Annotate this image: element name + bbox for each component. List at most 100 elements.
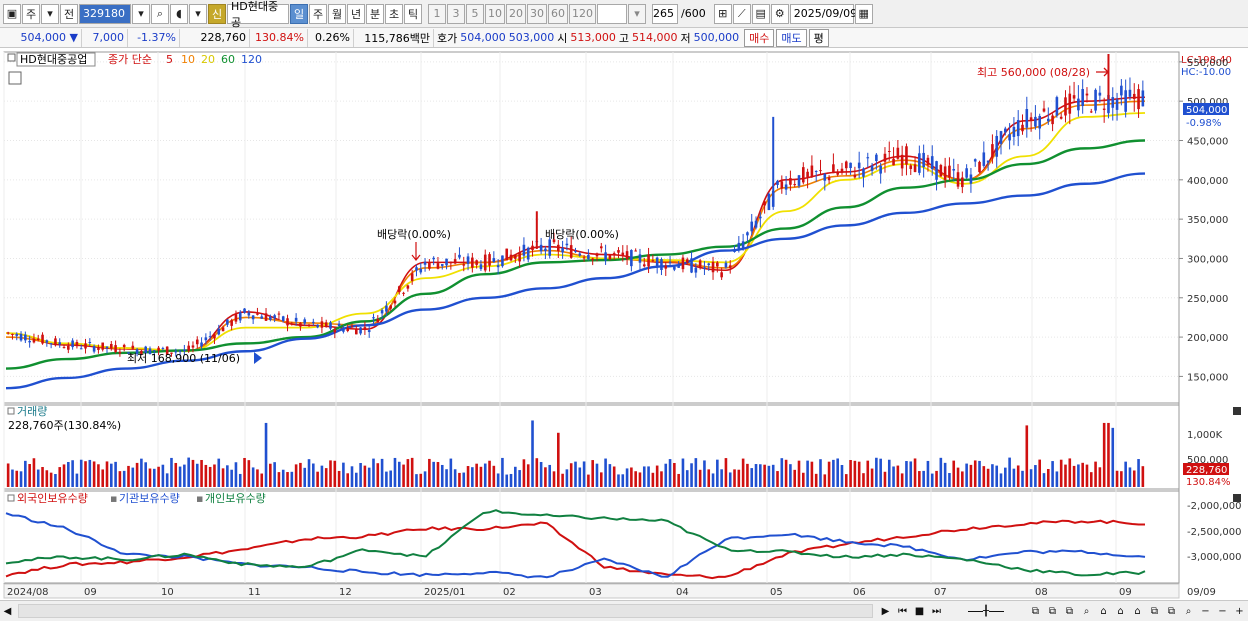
price-tick-label: 500,000 xyxy=(1187,97,1228,108)
tool-5-icon[interactable]: ⧉ xyxy=(1150,606,1159,617)
tool-1-icon[interactable]: ⌕ xyxy=(1083,606,1090,617)
candlesticks xyxy=(6,54,1145,357)
volume-bar xyxy=(655,465,659,487)
zoom-slider[interactable]: ⎯⎯⎯╂⎯⎯⎯ xyxy=(967,606,1005,617)
interval-10[interactable]: 10 xyxy=(485,3,505,24)
mode-dropdown-icon[interactable]: ▾ xyxy=(41,3,59,24)
fast-forward-icon[interactable]: ⏭ xyxy=(932,606,941,617)
indicator-list-icon[interactable] xyxy=(8,71,22,85)
legend-stock-box[interactable] xyxy=(16,52,96,67)
gear-icon[interactable]: ⚙ xyxy=(770,3,789,24)
rewind-icon[interactable]: ⏮ xyxy=(898,606,907,617)
zoom-search-icon[interactable]: ⌕ xyxy=(1185,606,1192,617)
chart-type-icon[interactable]: ▣ xyxy=(3,3,21,24)
zoom-out-icon[interactable]: − xyxy=(1201,606,1210,617)
tool-6-icon[interactable]: ⧉ xyxy=(1167,606,1176,617)
volume-bar xyxy=(140,458,143,487)
tool-2-icon[interactable]: ⌂ xyxy=(1100,606,1107,617)
tab-period-week[interactable]: 주 xyxy=(309,3,327,24)
tab-period-second[interactable]: 초 xyxy=(385,3,403,24)
draw-tool-icon[interactable]: ⟋ xyxy=(732,3,751,24)
candle-body xyxy=(466,256,470,264)
new-stock-badge[interactable]: 신 xyxy=(208,3,226,24)
volume-bar xyxy=(299,462,302,487)
candle-body xyxy=(402,292,405,294)
tab-period-month[interactable]: 월 xyxy=(328,3,346,24)
interval-120[interactable]: 120 xyxy=(569,3,596,24)
speaker-icon[interactable]: ◖ xyxy=(170,3,188,24)
price-y-ticks: 550,000 500,000 450,000 400,000 350,000 300,0… xyxy=(1179,58,1228,383)
interval-3[interactable]: 3 xyxy=(447,3,465,24)
scroll-track[interactable] xyxy=(18,604,873,618)
layout-1-icon[interactable]: ⧉ xyxy=(1031,606,1040,617)
zoom-minus-icon[interactable]: − xyxy=(1218,606,1227,617)
tab-period-year[interactable]: 년 xyxy=(347,3,365,24)
speaker-dropdown-icon[interactable]: ▾ xyxy=(189,3,207,24)
volume-bar xyxy=(879,458,882,487)
stock-code-input[interactable]: 329180 xyxy=(79,3,131,24)
candle-body xyxy=(36,338,40,340)
candle-body xyxy=(1051,115,1054,125)
interval-dropdown-icon[interactable]: ▾ xyxy=(628,3,646,24)
scroll-left-icon[interactable]: ◀ xyxy=(3,605,12,617)
scroll-lock-icon[interactable]: ⊞ xyxy=(713,3,732,24)
volume-bar xyxy=(303,467,307,487)
date-input[interactable]: 2025/09/09 xyxy=(789,3,857,24)
volume-bar xyxy=(483,463,487,487)
holdings-legend-box-icon[interactable] xyxy=(7,494,15,502)
count-input[interactable]: 265 xyxy=(652,3,678,24)
pyeong-button[interactable]: 평 xyxy=(808,28,829,47)
price-pane[interactable] xyxy=(3,51,1180,404)
buy-button[interactable]: 매수 xyxy=(744,28,775,47)
stock-name-field[interactable]: HD현대중공 xyxy=(227,0,289,29)
calendar-icon[interactable]: ▦ xyxy=(854,3,873,24)
volume-bar xyxy=(122,470,126,487)
interval-60[interactable]: 60 xyxy=(548,3,568,24)
candle-body xyxy=(458,254,461,258)
high-annotation: 최고 560,000 (08/28) xyxy=(977,66,1090,79)
tool-3-icon[interactable]: ⌂ xyxy=(1117,606,1124,617)
holdings-ytick-1: -2,000,000 xyxy=(1187,501,1242,512)
candle-body xyxy=(612,253,616,255)
interval-20[interactable]: 20 xyxy=(506,3,526,24)
volume-bar xyxy=(118,471,122,487)
candle-body xyxy=(1046,118,1050,122)
stock-chart[interactable]: HD현대중공업 종가 단순 5 10 20 60 120 최고 560,000 … xyxy=(0,48,1248,600)
search-icon[interactable]: ⌕ xyxy=(151,3,169,24)
candle-body xyxy=(200,342,203,347)
mode-button[interactable]: 주 xyxy=(22,3,40,24)
tab-period-minute[interactable]: 분 xyxy=(366,3,384,24)
chart-area[interactable]: HD현대중공업 종가 단순 5 10 20 60 120 최고 560,000 … xyxy=(0,48,1248,621)
save-icon[interactable]: ▤ xyxy=(751,3,770,24)
candle-body xyxy=(122,344,126,348)
tool-4-icon[interactable]: ⌂ xyxy=(1134,606,1141,617)
prev-button[interactable]: 전 xyxy=(60,3,78,24)
candle-body xyxy=(544,248,547,252)
interval-1[interactable]: 1 xyxy=(428,3,446,24)
candle-body xyxy=(1012,126,1016,137)
volume-bar xyxy=(806,460,809,487)
layout-2-icon[interactable]: ⧉ xyxy=(1048,606,1057,617)
legend-box-icon[interactable] xyxy=(7,53,16,62)
volume-bar xyxy=(978,460,981,487)
candle-body xyxy=(746,232,749,236)
candle-body xyxy=(1077,98,1080,111)
tab-period-day[interactable]: 일 xyxy=(290,3,308,24)
zoom-in-icon[interactable]: + xyxy=(1235,606,1244,617)
holdings-pane-close-icon[interactable] xyxy=(1233,494,1241,502)
holdings-pane[interactable] xyxy=(3,490,1180,584)
interval-30[interactable]: 30 xyxy=(527,3,547,24)
interval-5[interactable]: 5 xyxy=(466,3,484,24)
candle-body xyxy=(582,257,586,259)
volume-pane-close-icon[interactable] xyxy=(1233,407,1241,415)
volume-legend-box-icon[interactable] xyxy=(7,407,15,415)
layout-3-icon[interactable]: ⧉ xyxy=(1065,606,1074,617)
candle-body xyxy=(49,343,53,345)
stop-icon[interactable]: ■ xyxy=(914,606,925,617)
sell-button[interactable]: 매도 xyxy=(776,28,807,47)
play-forward-icon[interactable]: ▶ xyxy=(881,606,890,617)
tab-period-tick[interactable]: 틱 xyxy=(404,3,422,24)
volume-bar xyxy=(630,467,633,487)
interval-custom-input[interactable] xyxy=(597,3,627,24)
code-dropdown-icon[interactable]: ▾ xyxy=(132,3,150,24)
